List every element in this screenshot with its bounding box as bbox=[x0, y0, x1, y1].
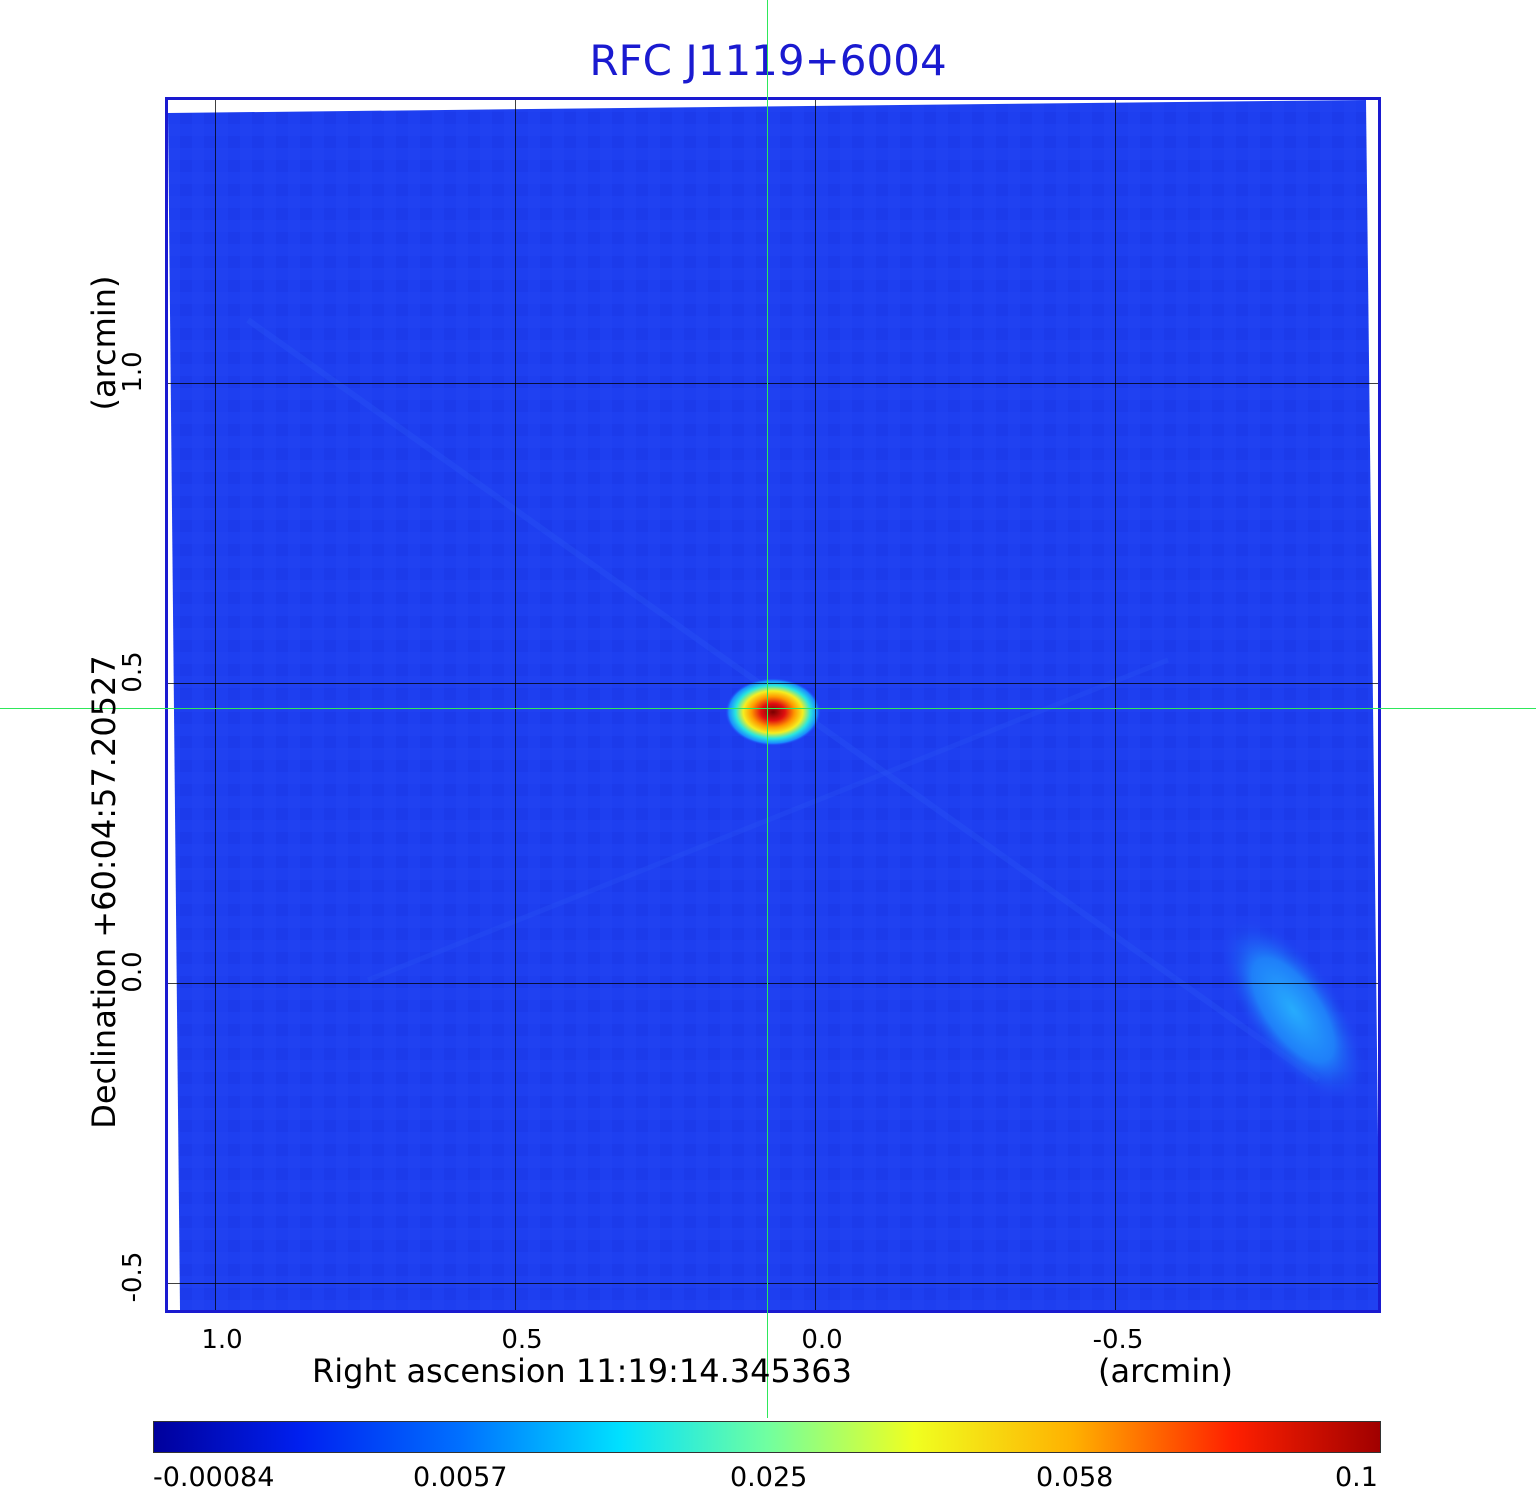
y-axis-label: Declination +60:04:57.20527 bbox=[85, 655, 123, 1129]
grid-line-dec-1.0 bbox=[168, 383, 1378, 384]
grid-line-dec-0.5 bbox=[168, 683, 1378, 684]
x-tick-label: 1.0 bbox=[201, 1325, 243, 1355]
x-axis-unit: (arcmin) bbox=[1098, 1352, 1233, 1390]
radio-sky-image bbox=[168, 100, 1378, 1310]
crosshair-horizontal[interactable] bbox=[0, 708, 1536, 709]
x-tick-label: 0.0 bbox=[801, 1325, 843, 1355]
crosshair-vertical[interactable] bbox=[767, 0, 768, 1418]
y-tick-label: -0.5 bbox=[118, 1251, 148, 1303]
grid-line-dec-0.0 bbox=[168, 983, 1378, 984]
grid-line-ra-1.0 bbox=[215, 100, 216, 1310]
grid-line-dec--0.5 bbox=[168, 1283, 1378, 1284]
x-axis-label: Right ascension 11:19:14.345363 bbox=[312, 1352, 852, 1390]
colorbar-label: 0.058 bbox=[1036, 1462, 1114, 1493]
colorbar-label: 0.0057 bbox=[413, 1462, 508, 1493]
sky-image-frame[interactable] bbox=[165, 97, 1381, 1313]
grid-line-ra-0.0 bbox=[815, 100, 816, 1310]
colorbar-label: 0.1 bbox=[1335, 1462, 1378, 1493]
image-title: RFC J1119+6004 bbox=[589, 36, 947, 85]
grid-line-ra-0.5 bbox=[515, 100, 516, 1310]
x-tick-label: 0.5 bbox=[501, 1325, 543, 1355]
colorbar bbox=[153, 1421, 1381, 1453]
y-axis-unit: (arcmin) bbox=[85, 275, 123, 411]
colorbar-label: 0.025 bbox=[730, 1462, 808, 1493]
colorbar-label: -0.00084 bbox=[153, 1462, 275, 1493]
x-tick-label: -0.5 bbox=[1092, 1325, 1144, 1355]
grid-line-ra--0.5 bbox=[1115, 100, 1116, 1310]
